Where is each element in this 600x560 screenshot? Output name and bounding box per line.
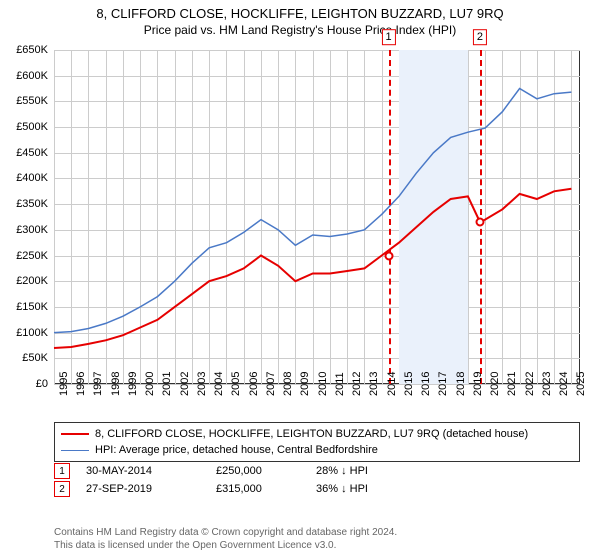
transaction-marker (475, 218, 484, 227)
x-tick-label: 2007 (265, 372, 277, 396)
y-tick-label: £500K (0, 121, 48, 133)
legend-label-property: 8, CLIFFORD CLOSE, HOCKLIFFE, LEIGHTON B… (95, 428, 528, 440)
transaction-row: 1 30-MAY-2014 £250,000 28% ↓ HPI (54, 462, 426, 480)
transaction-vline (389, 50, 391, 384)
transaction-price: £250,000 (216, 465, 316, 477)
x-tick-label: 2021 (506, 372, 518, 396)
transaction-price: £315,000 (216, 483, 316, 495)
x-tick-label: 2024 (558, 372, 570, 396)
x-tick-label: 2014 (386, 372, 398, 396)
x-tick-label: 2020 (489, 372, 501, 396)
x-tick-label: 2002 (179, 372, 191, 396)
chart-area: 12 (54, 50, 580, 384)
x-tick-label: 2019 (472, 372, 484, 396)
x-tick-label: 2005 (230, 372, 242, 396)
y-tick-label: £650K (0, 44, 48, 56)
x-tick-label: 2000 (144, 372, 156, 396)
x-tick-label: 2001 (161, 372, 173, 396)
legend: 8, CLIFFORD CLOSE, HOCKLIFFE, LEIGHTON B… (54, 422, 580, 462)
x-tick-label: 2003 (196, 372, 208, 396)
y-tick-label: £550K (0, 95, 48, 107)
y-tick-label: £50K (0, 352, 48, 364)
y-tick-label: £250K (0, 250, 48, 262)
transaction-badge-2: 2 (54, 481, 70, 497)
x-tick-label: 1996 (75, 372, 87, 396)
x-tick-label: 2016 (420, 372, 432, 396)
x-tick-label: 2022 (524, 372, 536, 396)
transaction-date: 27-SEP-2019 (86, 483, 216, 495)
transaction-table: 1 30-MAY-2014 £250,000 28% ↓ HPI 2 27-SE… (54, 462, 426, 498)
chart-title: 8, CLIFFORD CLOSE, HOCKLIFFE, LEIGHTON B… (0, 0, 600, 21)
x-tick-label: 2006 (248, 372, 260, 396)
x-tick-label: 2011 (334, 372, 346, 396)
footnote-line: This data is licensed under the Open Gov… (54, 539, 397, 552)
transaction-marker (384, 251, 393, 260)
legend-swatch-hpi (61, 450, 89, 451)
x-tick-label: 2015 (403, 372, 415, 396)
footnote: Contains HM Land Registry data © Crown c… (54, 526, 397, 552)
x-tick-label: 2008 (282, 372, 294, 396)
series-line-hpi (54, 89, 571, 333)
y-tick-label: £300K (0, 224, 48, 236)
footnote-line: Contains HM Land Registry data © Crown c… (54, 526, 397, 539)
x-tick-label: 1999 (127, 372, 139, 396)
legend-label-hpi: HPI: Average price, detached house, Cent… (95, 444, 378, 456)
transaction-marker-label: 2 (473, 29, 487, 45)
y-tick-label: £350K (0, 198, 48, 210)
x-tick-label: 2025 (575, 372, 587, 396)
y-tick-label: £100K (0, 327, 48, 339)
y-tick-label: £0 (0, 378, 48, 390)
legend-row-hpi: HPI: Average price, detached house, Cent… (61, 442, 573, 458)
y-tick-label: £450K (0, 147, 48, 159)
transaction-date: 30-MAY-2014 (86, 465, 216, 477)
transaction-diff: 28% ↓ HPI (316, 465, 426, 477)
x-tick-label: 2004 (213, 372, 225, 396)
x-tick-label: 2009 (299, 372, 311, 396)
y-tick-label: £150K (0, 301, 48, 313)
chart-subtitle: Price paid vs. HM Land Registry's House … (0, 21, 600, 41)
transaction-row: 2 27-SEP-2019 £315,000 36% ↓ HPI (54, 480, 426, 498)
x-tick-label: 2010 (317, 372, 329, 396)
transaction-marker-label: 1 (382, 29, 396, 45)
transaction-diff: 36% ↓ HPI (316, 483, 426, 495)
y-tick-label: £600K (0, 70, 48, 82)
x-tick-label: 1997 (92, 372, 104, 396)
series-line-property (54, 189, 571, 348)
line-layer (54, 50, 580, 384)
transaction-badge-1: 1 (54, 463, 70, 479)
legend-swatch-property (61, 433, 89, 435)
x-tick-label: 1998 (110, 372, 122, 396)
y-tick-label: £400K (0, 172, 48, 184)
x-tick-label: 2012 (351, 372, 363, 396)
x-tick-label: 1995 (58, 372, 70, 396)
legend-row-property: 8, CLIFFORD CLOSE, HOCKLIFFE, LEIGHTON B… (61, 426, 573, 442)
x-tick-label: 2023 (541, 372, 553, 396)
y-tick-label: £200K (0, 275, 48, 287)
x-tick-label: 2017 (437, 372, 449, 396)
x-tick-label: 2013 (368, 372, 380, 396)
x-tick-label: 2018 (455, 372, 467, 396)
